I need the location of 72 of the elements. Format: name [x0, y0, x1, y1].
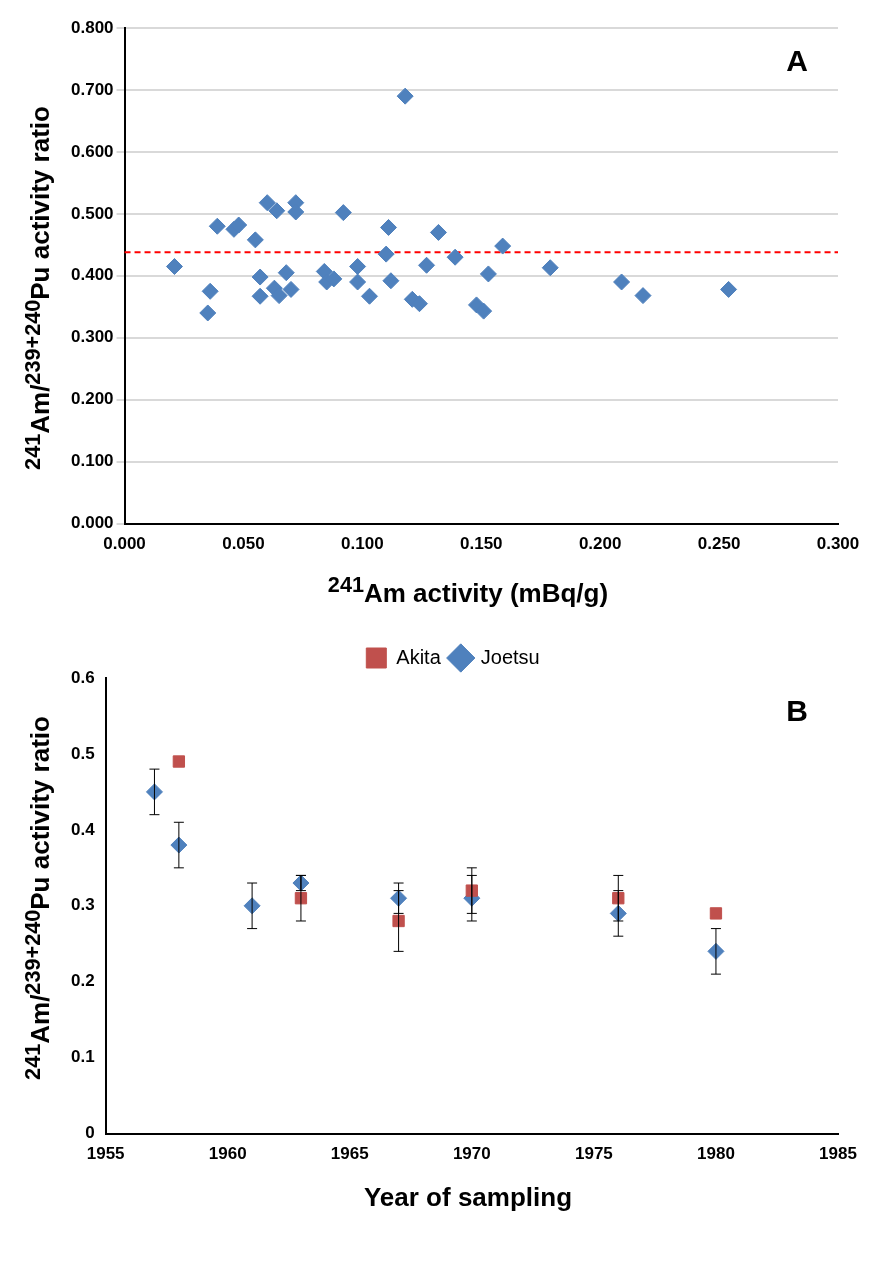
- y-tick-label: 0.100: [70, 451, 114, 471]
- x-tick-label: 1980: [697, 1144, 735, 1164]
- point: [541, 259, 559, 277]
- point: [709, 907, 723, 920]
- point: [334, 204, 352, 222]
- y-tick-label: 0.500: [70, 203, 114, 223]
- y-tick-label: 0.4: [70, 819, 96, 839]
- point: [418, 256, 436, 274]
- x-tick-label: 0.150: [460, 534, 503, 554]
- point: [613, 273, 631, 291]
- point: [634, 287, 652, 305]
- point: [349, 273, 367, 291]
- x-tick-label: 0.050: [222, 534, 265, 554]
- point: [382, 272, 400, 290]
- y-tick-label: 0.3: [70, 895, 95, 915]
- point: [494, 237, 512, 255]
- x-tick-label: 0.300: [816, 534, 860, 554]
- point: [282, 280, 300, 298]
- point: [612, 892, 625, 905]
- point: [392, 914, 405, 928]
- x-tick-label: 1970: [452, 1144, 491, 1164]
- y-tick-label: 0.5: [70, 743, 95, 763]
- y-tick-label: 0.800: [70, 17, 114, 37]
- point: [396, 87, 414, 105]
- x-tick-label: 0.000: [103, 534, 146, 554]
- point: [475, 302, 493, 320]
- point: [165, 258, 183, 276]
- x-tick-label: 1985: [819, 1144, 857, 1164]
- legend-label: Akita: [396, 645, 442, 668]
- point: [172, 755, 186, 768]
- point: [720, 280, 738, 298]
- point: [208, 217, 226, 235]
- point: [349, 258, 367, 276]
- point: [361, 287, 378, 305]
- annotation: B: [786, 694, 808, 728]
- x-axis-title: $^{241}$Am activity (mBq/g): [326, 572, 610, 609]
- point: [446, 248, 464, 266]
- point: [258, 194, 276, 212]
- point: [199, 304, 217, 322]
- point: [268, 202, 286, 220]
- point: [246, 231, 264, 249]
- point: [377, 245, 395, 263]
- y-tick-label: 0.600: [70, 141, 114, 161]
- point: [465, 884, 478, 897]
- legend-label: Joetsu: [480, 645, 540, 668]
- x-tick-label: 1960: [208, 1144, 247, 1164]
- y-tick-label: 0.700: [70, 79, 114, 99]
- point: [277, 264, 295, 282]
- point: [251, 268, 269, 286]
- y-tick-label: 0.300: [70, 327, 114, 347]
- x-tick-label: 1965: [330, 1144, 369, 1164]
- point: [380, 218, 398, 236]
- x-tick-label: 1955: [86, 1144, 125, 1164]
- point: [251, 287, 269, 305]
- y-tick-label: 0.000: [70, 513, 114, 533]
- y-tick-label: 0: [85, 1123, 95, 1143]
- x-tick-label: 0.200: [578, 534, 622, 554]
- point: [479, 265, 497, 283]
- point: [270, 287, 288, 305]
- y-tick-label: 0.400: [70, 265, 114, 285]
- x-tick-label: 1975: [574, 1144, 613, 1164]
- x-tick-label: 0.100: [341, 534, 384, 554]
- y-tick-label: 0.2: [70, 971, 95, 991]
- point: [230, 216, 248, 234]
- x-axis-title: Year of sampling: [362, 1182, 574, 1213]
- y-tick-label: 0.200: [70, 389, 114, 409]
- x-tick-label: 0.250: [697, 534, 741, 554]
- y-tick-label: 0.6: [70, 667, 95, 687]
- annotation: A: [786, 44, 808, 78]
- y-tick-label: 0.1: [70, 1047, 95, 1067]
- point: [201, 282, 219, 300]
- point: [429, 223, 447, 241]
